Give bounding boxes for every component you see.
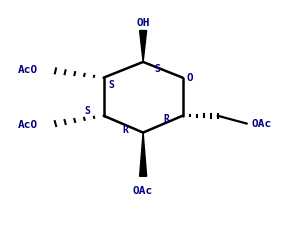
Text: S: S xyxy=(108,81,114,91)
Text: OAc: OAc xyxy=(251,118,271,128)
Text: OH: OH xyxy=(136,18,150,28)
Text: R: R xyxy=(163,114,169,124)
Text: S: S xyxy=(85,106,91,116)
Polygon shape xyxy=(140,31,147,62)
Text: O: O xyxy=(187,73,194,83)
Text: OAc: OAc xyxy=(133,186,153,196)
Text: AcO: AcO xyxy=(17,120,38,130)
Text: R: R xyxy=(123,125,129,135)
Polygon shape xyxy=(140,133,147,176)
Text: S: S xyxy=(155,64,161,74)
Text: AcO: AcO xyxy=(17,65,38,75)
